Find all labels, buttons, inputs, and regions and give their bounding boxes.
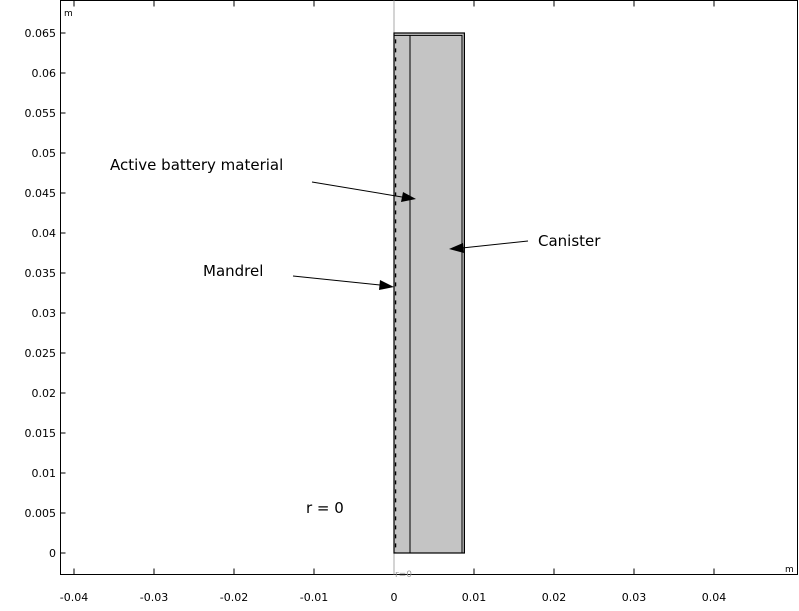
canister-domain xyxy=(393,32,466,554)
x-tick-label: 0.04 xyxy=(702,591,727,604)
y-tick-label: 0.055 xyxy=(25,107,57,120)
x-tick-label: -0.01 xyxy=(300,591,328,604)
y-tick-label: 0.045 xyxy=(25,187,57,200)
x-tick-label: 0.03 xyxy=(622,591,647,604)
x-tick-label: 0.01 xyxy=(462,591,487,604)
y-tick-label: 0.025 xyxy=(25,347,57,360)
active-material-label: Active battery material xyxy=(110,156,283,174)
y-tick-label: 0.015 xyxy=(25,427,57,440)
r-zero-label: r = 0 xyxy=(306,499,344,517)
y-unit-label: m xyxy=(64,9,73,19)
active-material-arrowhead xyxy=(401,192,416,202)
plot-frame xyxy=(60,0,798,575)
y-tick-label: 0.03 xyxy=(32,307,57,320)
y-tick-label: 0.01 xyxy=(32,467,57,480)
x-unit-label: m xyxy=(785,565,794,575)
y-tick-label: 0.035 xyxy=(25,267,57,280)
mandrel-arrow-line xyxy=(292,275,381,286)
canister-arrow-line xyxy=(461,240,529,249)
y-tick-label: 0 xyxy=(49,547,56,560)
canister-arrowhead xyxy=(449,243,464,253)
x-tick-label: 0.02 xyxy=(542,591,567,604)
mandrel-label: Mandrel xyxy=(203,262,263,280)
canister-label: Canister xyxy=(538,232,601,250)
x-tick-label: -0.04 xyxy=(60,591,88,604)
x-tick-label: -0.02 xyxy=(220,591,248,604)
active-material-arrow-line xyxy=(311,181,403,198)
mandrel-arrowhead xyxy=(379,280,394,290)
symmetry-axis-label: r=0 xyxy=(395,570,412,580)
x-tick-label: 0 xyxy=(391,591,398,604)
annotation-arrows xyxy=(292,181,529,290)
y-tick-label: 0.04 xyxy=(32,227,57,240)
y-tick-label: 0.05 xyxy=(32,147,57,160)
y-tick-label: 0.065 xyxy=(25,27,57,40)
y-tick-label: 0.02 xyxy=(32,387,57,400)
x-axis-ticks: -0.04 -0.03 -0.02 -0.01 0 0.01 0.02 0.03 0.04 xyxy=(60,0,727,604)
y-axis-ticks: 0 0.005 0.01 0.015 0.02 0.025 0.03 0.035 0.04 0.0… xyxy=(25,27,66,560)
y-tick-label: 0.06 xyxy=(32,67,57,80)
y-tick-label: 0.005 xyxy=(25,507,57,520)
battery-geometry xyxy=(393,32,466,554)
x-tick-label: -0.03 xyxy=(140,591,168,604)
canister-inner-boundary xyxy=(393,34,463,554)
